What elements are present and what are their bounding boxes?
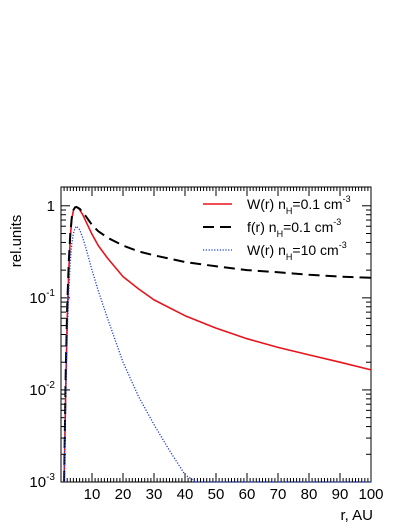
x-tick-label: 70 (270, 486, 287, 503)
x-tick-label: 10 (84, 486, 101, 503)
x-tick-label: 60 (239, 486, 256, 503)
x-tick-label: 90 (332, 486, 349, 503)
x-tick-label: 80 (301, 486, 318, 503)
y-tick-label: 1 (47, 198, 55, 215)
x-tick-label: 50 (208, 486, 225, 503)
x-axis: 10 20 30 40 50 60 70 80 90 100 (63, 187, 384, 503)
series-line-2 (63, 206, 372, 483)
x-tick-label: 40 (177, 486, 194, 503)
series-line-3 (63, 225, 371, 483)
legend-label-1: W(r) nH=0.1 cm-3 (247, 194, 351, 216)
x-tick-label: 100 (358, 486, 383, 503)
y-tick-label: 10-2 (29, 380, 55, 399)
y-axis: 1 10-1 10-2 10-3 (29, 198, 371, 491)
y-tick-label: 10-1 (29, 288, 55, 307)
x-tick-label: 20 (115, 486, 132, 503)
series-layer (63, 206, 372, 483)
legend-label-3: W(r) nH=10 cm-3 (247, 240, 347, 262)
y-axis-title: rel.units (8, 215, 25, 268)
legend: W(r) nH=0.1 cm-3f(r) nH=0.1 cm-3W(r) nH=… (203, 194, 351, 262)
legend-label-2: f(r) nH=0.1 cm-3 (247, 217, 341, 239)
x-tick-label: 30 (146, 486, 163, 503)
y-tick-label: 10-3 (29, 472, 55, 491)
x-axis-title: r, AU (340, 507, 373, 524)
